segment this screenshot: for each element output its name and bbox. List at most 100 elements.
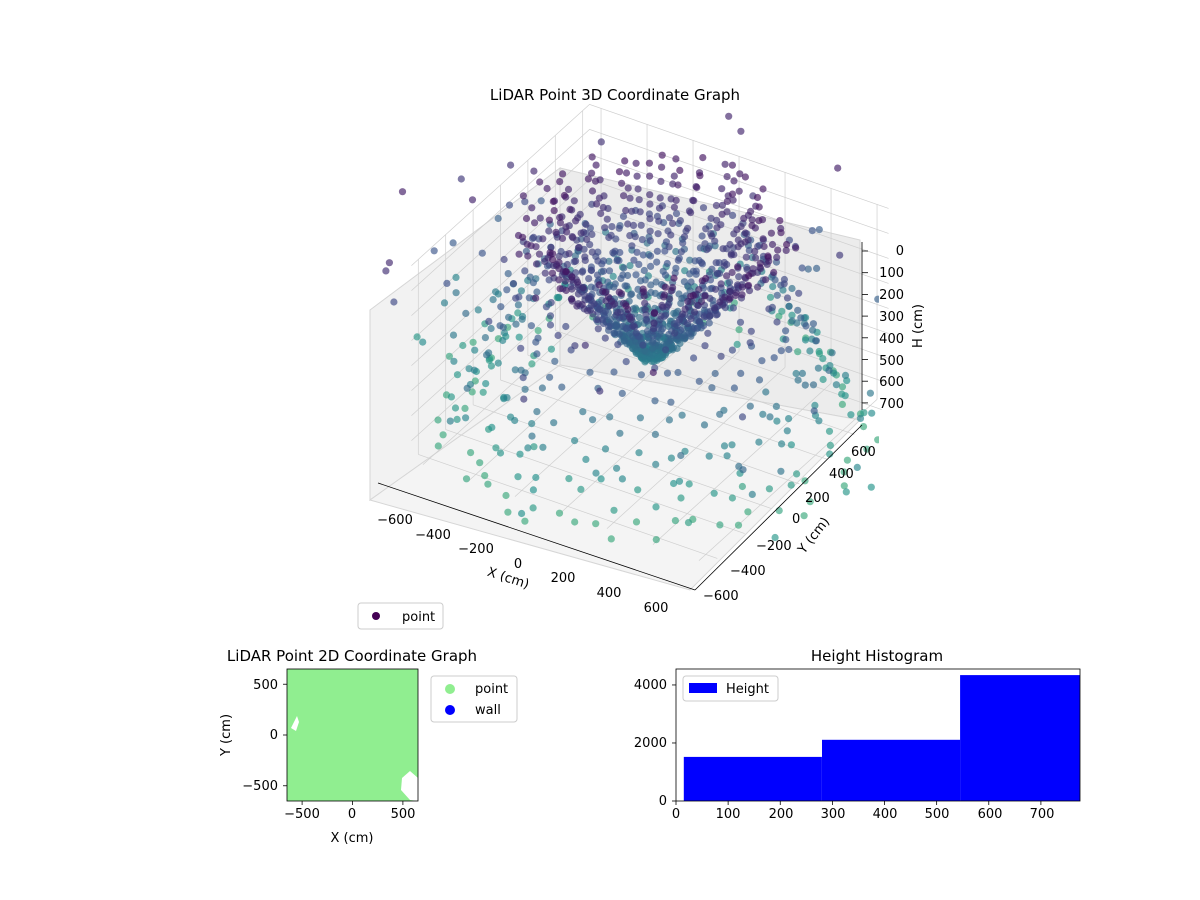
lidar-point	[532, 473, 540, 482]
lidar-point	[843, 456, 852, 464]
lidar-point	[471, 346, 479, 354]
lidar-point	[521, 517, 529, 525]
lidar-point	[565, 250, 573, 258]
histogram-bar	[822, 739, 961, 801]
legend-label-point: point	[402, 610, 435, 625]
lidar-point	[740, 214, 748, 222]
grid-line	[411, 154, 889, 316]
lidar-point	[733, 340, 741, 348]
lidar-point	[630, 256, 638, 264]
legend-3d: point	[357, 602, 444, 630]
lidar-point	[532, 294, 540, 302]
lidar-point	[645, 159, 654, 167]
wall-gap-left	[291, 716, 299, 731]
lidar-point	[677, 299, 685, 307]
y-tick-label: −600	[703, 589, 739, 604]
chart-histogram: Height Histogram 0 100 200 300 400 500 6…	[634, 647, 1081, 822]
lidar-point	[774, 246, 782, 254]
lidar-point	[527, 242, 535, 250]
lidar-point	[586, 241, 594, 249]
lidar-point	[578, 268, 586, 276]
lidar-point	[788, 317, 796, 325]
lidar-point	[566, 205, 574, 213]
legend-marker-point	[445, 684, 455, 694]
histogram-bar	[683, 756, 822, 801]
lidar-point	[648, 344, 657, 352]
lidar-point	[647, 281, 655, 289]
lidar-point	[588, 153, 596, 161]
lidar-point	[589, 310, 597, 318]
lidar-point	[859, 423, 868, 431]
lidar-point	[725, 112, 733, 120]
lidar-point	[621, 282, 629, 290]
lidar-point	[532, 338, 540, 346]
lidar-point	[667, 454, 676, 462]
lidar-point	[552, 228, 560, 236]
lidar-point	[657, 177, 665, 185]
lidar-point	[806, 498, 814, 506]
lidar-point	[659, 303, 667, 311]
lidar-point	[674, 256, 682, 264]
y-tick-label: 500	[253, 678, 278, 693]
lidar-point	[798, 369, 807, 377]
lidar-point	[726, 287, 734, 296]
lidar-point	[519, 192, 528, 200]
lidar-point	[788, 284, 796, 293]
lidar-point	[485, 317, 493, 325]
lidar-point	[773, 318, 781, 326]
lidar-point	[626, 232, 634, 240]
lidar-point	[653, 247, 662, 255]
lidar-point	[717, 280, 725, 288]
lidar-point	[573, 302, 581, 310]
lidar-point	[734, 243, 742, 251]
lidar-point	[571, 342, 579, 350]
lidar-point	[813, 264, 821, 272]
lidar-point	[670, 274, 678, 282]
lidar-point	[652, 278, 660, 286]
lidar-point	[624, 220, 632, 228]
lidar-point	[524, 252, 532, 260]
lidar-point	[728, 441, 736, 449]
lidar-point	[509, 280, 518, 288]
x-tick-label: −400	[415, 528, 451, 543]
lidar-point	[711, 304, 719, 312]
x-tick-label: 400	[873, 807, 898, 822]
lidar-point	[618, 475, 627, 483]
lidar-point	[738, 291, 746, 299]
lidar-point	[651, 309, 659, 317]
lidar-point	[629, 322, 637, 330]
lidar-point	[439, 431, 447, 439]
lidar-point	[549, 255, 557, 264]
lidar-point	[637, 277, 645, 285]
lidar-point	[698, 232, 706, 240]
lidar-point	[536, 214, 544, 222]
lidar-point	[639, 251, 647, 259]
lidar-point	[867, 483, 875, 491]
lidar-point	[759, 235, 767, 243]
lidar-point	[732, 291, 740, 300]
x-tick-label: 400	[597, 586, 622, 601]
lidar-point	[802, 322, 810, 330]
lidar-point	[588, 248, 596, 256]
lidar-point	[520, 395, 528, 403]
lidar-point	[771, 533, 779, 542]
lidar-point	[753, 193, 762, 202]
lidar-point	[687, 278, 695, 286]
lidar-point	[655, 217, 663, 225]
lidar-point	[742, 253, 750, 261]
lidar-point	[777, 229, 785, 237]
lidar-point	[545, 216, 554, 224]
grid-line	[411, 104, 889, 266]
lidar-point	[783, 240, 791, 249]
lidar-point	[657, 312, 665, 320]
lidar-point	[676, 166, 684, 174]
lidar-point	[787, 481, 795, 489]
lidar-point	[702, 274, 710, 283]
lidar-point	[832, 381, 841, 389]
x-tick-label: 600	[978, 807, 1003, 822]
lidar-point	[762, 276, 770, 284]
legend-2d: point wall	[430, 675, 518, 723]
legend-swatch-height	[689, 683, 717, 693]
lidar-point	[585, 275, 593, 283]
lidar-point	[531, 219, 539, 227]
